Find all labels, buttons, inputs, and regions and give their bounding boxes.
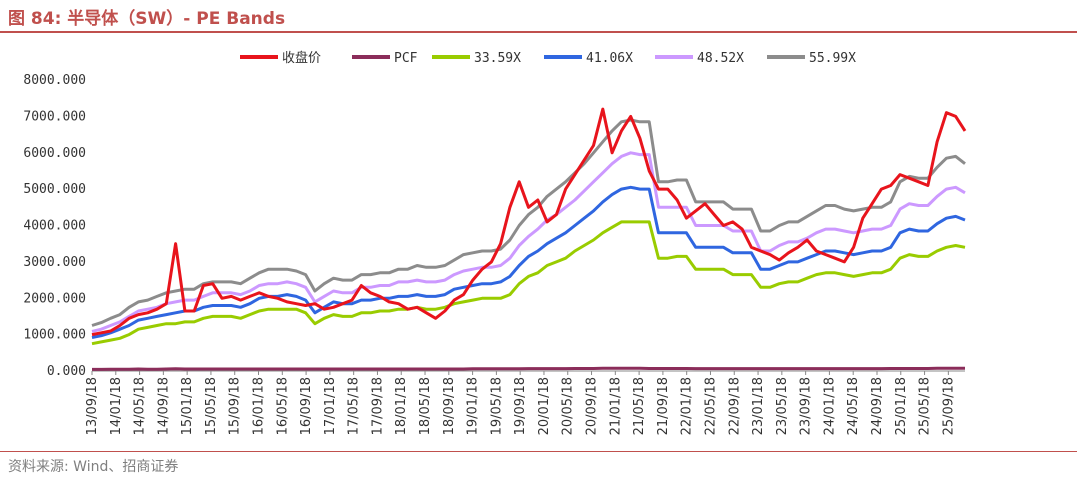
x-tick-label: 24/09/18 <box>870 377 885 435</box>
x-tick-label: 25/01/18 <box>894 377 909 435</box>
legend-label: 收盘价 <box>282 50 321 66</box>
series-layer <box>91 107 967 371</box>
footer-divider <box>0 451 1077 452</box>
x-tick-label: 20/01/18 <box>537 377 552 435</box>
x-tick-label: 19/05/18 <box>489 377 504 435</box>
title-divider <box>0 31 1077 33</box>
x-tick-label: 22/01/18 <box>680 377 695 435</box>
x-tick-label: 21/05/18 <box>632 377 647 435</box>
x-tick-label: 25/05/18 <box>918 377 933 435</box>
pe-bands-chart: 收盘价 PCF 33.59X 41.06X 48.52X 55.99X 0.000 1000… <box>23 50 967 435</box>
y-tick-label: 7000.000 <box>23 109 86 124</box>
y-tick-label: 1000.000 <box>23 328 86 343</box>
series-line-收盘价 <box>91 107 967 337</box>
x-tick-label: 18/09/18 <box>442 377 457 435</box>
series-line-PCF <box>92 366 965 371</box>
x-tick-label: 15/05/18 <box>204 377 219 435</box>
x-tick-label: 16/01/18 <box>252 377 267 435</box>
x-tick-label: 17/09/18 <box>370 377 385 435</box>
legend-label: 48.52X <box>697 51 744 66</box>
series-line-55.99X <box>91 118 966 327</box>
legend-label: PCF <box>394 51 418 66</box>
x-axis-ticks: 13/09/18 14/01/18 14/05/18 14/09/18 15/01/18… <box>85 371 956 435</box>
x-tick-label: 17/01/18 <box>323 377 338 435</box>
x-tick-label: 14/09/18 <box>156 377 171 435</box>
source-note: 资料来源: Wind、招商证券 <box>8 459 179 475</box>
x-tick-label: 16/09/18 <box>299 377 314 435</box>
x-tick-label: 25/09/18 <box>941 377 956 435</box>
x-tick-label: 23/01/18 <box>751 377 766 435</box>
x-tick-label: 19/09/18 <box>513 377 528 435</box>
series-line-33.59X <box>91 220 966 346</box>
x-tick-label: 15/09/18 <box>228 377 243 435</box>
x-tick-label: 23/09/18 <box>799 377 814 435</box>
y-tick-label: 2000.000 <box>23 291 86 306</box>
x-tick-label: 22/09/18 <box>727 377 742 435</box>
y-tick-label: 0.000 <box>47 364 86 379</box>
x-tick-label: 22/05/18 <box>703 377 718 435</box>
y-axis-ticks: 0.000 1000.000 2000.000 3000.000 4000.000 500… <box>23 73 86 379</box>
x-tick-label: 14/01/18 <box>109 377 124 435</box>
series-line-48.52X <box>91 151 966 333</box>
x-tick-label: 20/05/18 <box>561 377 576 435</box>
legend-label: 41.06X <box>586 51 633 66</box>
x-tick-label: 15/01/18 <box>180 377 195 435</box>
x-tick-label: 21/01/18 <box>608 377 623 435</box>
x-tick-label: 16/05/18 <box>275 377 290 435</box>
x-tick-label: 21/09/18 <box>656 377 671 435</box>
x-tick-label: 23/05/18 <box>775 377 790 435</box>
figure-title: 图 84: 半导体（SW）- PE Bands <box>8 9 286 29</box>
x-tick-label: 13/09/18 <box>85 377 100 435</box>
y-tick-label: 4000.000 <box>23 219 86 234</box>
legend-label: 55.99X <box>809 51 856 66</box>
y-tick-label: 5000.000 <box>23 182 86 197</box>
y-tick-label: 8000.000 <box>23 73 86 88</box>
x-tick-label: 18/01/18 <box>394 377 409 435</box>
x-tick-label: 20/09/18 <box>585 377 600 435</box>
chart-legend: 收盘价 PCF 33.59X 41.06X 48.52X 55.99X <box>240 50 856 66</box>
x-tick-label: 14/05/18 <box>133 377 148 435</box>
y-tick-label: 3000.000 <box>23 255 86 270</box>
x-tick-label: 18/05/18 <box>418 377 433 435</box>
x-tick-label: 24/05/18 <box>846 377 861 435</box>
x-tick-label: 17/05/18 <box>347 377 362 435</box>
legend-label: 33.59X <box>474 51 521 66</box>
y-tick-label: 6000.000 <box>23 146 86 161</box>
x-tick-label: 24/01/18 <box>822 377 837 435</box>
x-tick-label: 19/01/18 <box>466 377 481 435</box>
